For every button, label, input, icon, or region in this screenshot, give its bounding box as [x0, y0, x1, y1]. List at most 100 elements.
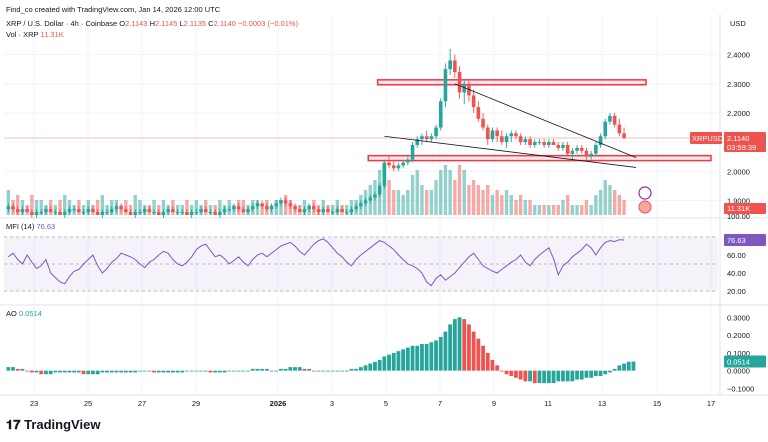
candle-body	[128, 212, 133, 215]
ao-bar	[283, 368, 288, 371]
candle-body	[349, 209, 354, 213]
ao-bar	[575, 370, 579, 380]
ohlc-c: 2.1140	[213, 19, 236, 28]
currency-label[interactable]: USD	[730, 19, 746, 28]
ao-bar	[302, 368, 307, 371]
candle-body	[269, 206, 274, 210]
ao-bar	[269, 370, 274, 372]
ao-bar	[222, 370, 227, 373]
ao-bar	[170, 370, 175, 373]
candle-body	[156, 212, 161, 215]
volume-bar	[152, 200, 156, 215]
mfi-label[interactable]: MFI (14)	[6, 222, 35, 231]
price-tick-label: 2.0000	[727, 167, 750, 176]
ao-bar	[321, 370, 326, 372]
candle-body	[142, 209, 147, 213]
ao-bar	[76, 370, 81, 373]
candle-body	[532, 142, 537, 145]
candle-body	[255, 203, 260, 207]
ao-bar	[603, 370, 608, 375]
candlestick-series	[6, 48, 626, 218]
candle-body	[406, 159, 410, 163]
volume-bar	[533, 205, 537, 215]
ao-bar	[255, 368, 260, 371]
trendline-upper	[454, 83, 637, 158]
ao-bar	[410, 345, 415, 371]
ao-bar	[166, 370, 171, 373]
volume-bar	[584, 200, 589, 215]
candle-body	[594, 145, 598, 154]
brand-name: TradingView	[24, 417, 101, 432]
volume-bar	[589, 205, 593, 215]
volume-bar	[476, 185, 481, 215]
ao-bar	[62, 370, 67, 373]
volume-bar	[462, 170, 466, 215]
volume-bar	[603, 180, 607, 215]
ao-bar	[199, 370, 203, 372]
volume-bar	[100, 195, 105, 215]
ao-tick-label: 0.2000	[727, 331, 750, 340]
ao-label[interactable]: AO	[6, 309, 17, 318]
ao-bar	[335, 370, 340, 372]
ao-bar	[58, 370, 62, 373]
time-tick-label: 17	[707, 399, 715, 408]
time-tick-label: 7	[438, 399, 442, 408]
ao-bar	[288, 367, 293, 371]
ao-bar	[556, 370, 561, 382]
ao-bar	[114, 370, 119, 373]
volume-bar	[30, 195, 34, 215]
volume-bar	[95, 200, 100, 215]
ao-bar	[175, 370, 180, 373]
ao-bar	[250, 368, 255, 371]
ao-bar	[608, 370, 612, 373]
mfi-tick-label: 20.00	[727, 287, 746, 296]
volume-bar	[453, 180, 457, 215]
volume-bar	[429, 190, 434, 215]
ao-bar	[429, 342, 434, 371]
time-tick-label: 23	[30, 399, 38, 408]
ao-bar	[401, 349, 406, 371]
candle-body	[443, 69, 448, 102]
candle-body	[415, 139, 420, 145]
candle-body	[448, 60, 452, 70]
ao-bar	[123, 370, 128, 373]
time-tick-label: 9	[492, 399, 496, 408]
candle-body	[119, 206, 123, 210]
ao-bar	[311, 370, 316, 372]
volume-label[interactable]: Vol · XRP	[6, 30, 39, 39]
ao-bar	[180, 370, 185, 373]
candle-body	[124, 209, 128, 213]
candle-body	[509, 133, 514, 137]
candle-body	[373, 194, 377, 198]
volume-bar	[509, 195, 513, 215]
candle-body	[598, 136, 603, 145]
ao-bar	[105, 370, 109, 373]
ao-legend: AO 0.0514	[6, 309, 42, 318]
candle-body	[227, 209, 232, 211]
ao-bar	[133, 370, 138, 373]
volume-bar	[434, 180, 438, 215]
candle-body	[279, 200, 283, 204]
price-change: −0.0003 (−0.01%)	[238, 19, 299, 28]
ao-bar	[467, 324, 471, 371]
symbol-name[interactable]: XRP / U.S. Dollar · 4h · Coinbase	[6, 19, 118, 28]
ao-bar	[561, 370, 565, 382]
candle-body	[260, 203, 264, 207]
candle-body	[189, 212, 194, 215]
volume-bar	[500, 195, 504, 215]
ao-bar	[20, 368, 25, 371]
time-tick-label: 11	[544, 399, 552, 408]
volume-bar	[495, 190, 499, 215]
candle-body	[53, 212, 58, 214]
ao-bar	[514, 370, 518, 378]
candle-body	[213, 212, 217, 215]
tradingview-logo[interactable]: 𝟏𝟕 TradingView	[6, 417, 100, 433]
candle-body	[476, 107, 481, 119]
candle-body	[514, 133, 518, 137]
ohlc-o: 2.1143	[125, 19, 148, 28]
time-tick-label: 27	[138, 399, 146, 408]
ao-bar	[203, 370, 208, 372]
candle-body	[387, 162, 391, 166]
ao-bar	[274, 370, 279, 372]
